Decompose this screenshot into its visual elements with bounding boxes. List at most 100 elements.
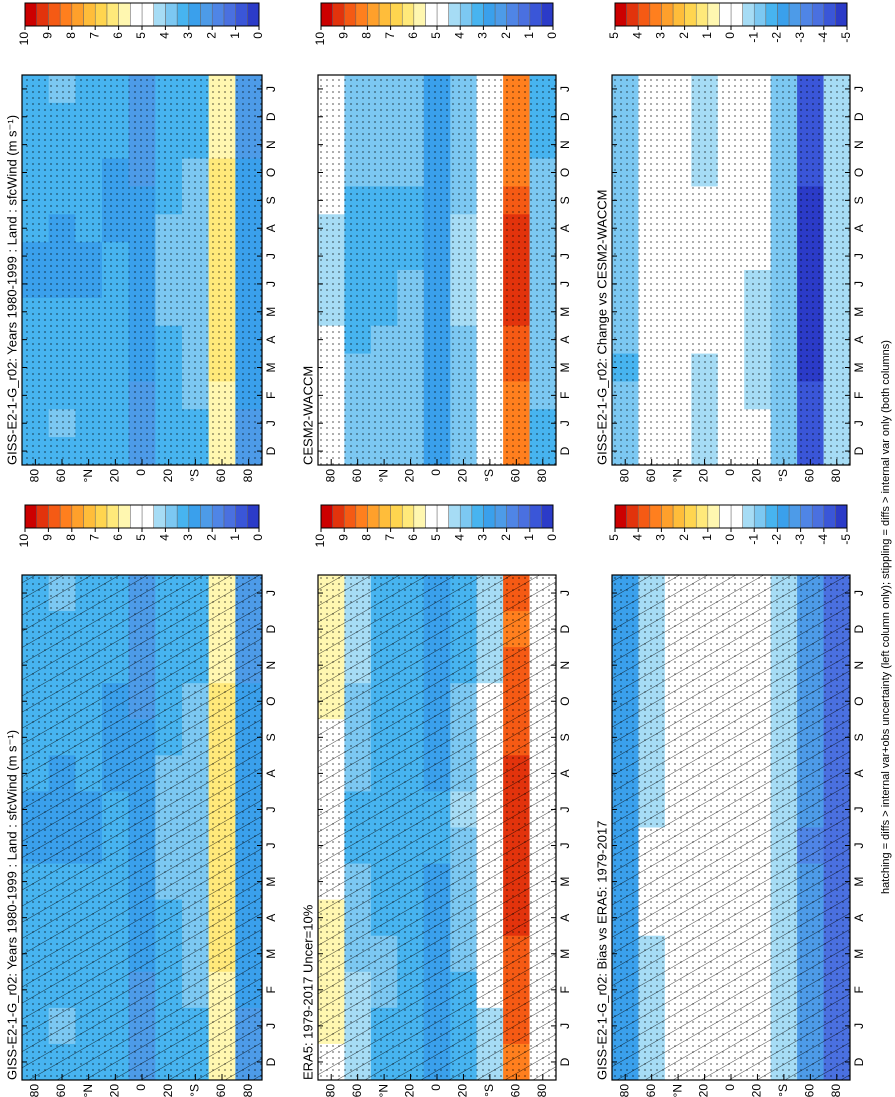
y-tick-label: 0 [134, 1084, 148, 1091]
colorbar-box [811, 504, 825, 529]
colorbar-label: 0 [545, 32, 559, 39]
colorbar-box [188, 2, 201, 27]
x-tick-label: J [558, 281, 572, 287]
colorbar-box [483, 2, 496, 27]
colorbar-box [425, 2, 438, 27]
colorbar-label: 4 [158, 32, 172, 39]
colorbar-label: 7 [87, 32, 101, 39]
y-tick-label: 80 [241, 469, 255, 483]
colorbar-box [637, 504, 651, 529]
x-tick-label: D [852, 624, 866, 633]
y-tick-label: °N [376, 1084, 390, 1097]
colorbar-label: 1 [700, 534, 714, 541]
y-tick-label: 80 [323, 1084, 337, 1097]
y-tick-label: 0 [723, 1084, 737, 1091]
y-tick-label: 20 [456, 469, 470, 483]
x-tick-label: A [558, 769, 572, 777]
x-tick-label: A [264, 224, 278, 232]
x-tick-label: F [852, 392, 866, 399]
colorbar-box [367, 504, 380, 529]
y-tick-label: 60 [54, 1084, 68, 1097]
x-tick-label: F [264, 392, 278, 399]
colorbar-box [413, 504, 426, 529]
colorbar-box [637, 2, 651, 27]
colorbar-box [390, 2, 403, 27]
x-tick-label: M [558, 877, 572, 887]
colorbar-box [211, 504, 225, 529]
x-tick-label: D [558, 1057, 572, 1066]
colorbar-box [823, 504, 836, 529]
colorbar-box [24, 504, 37, 529]
y-tick-label: 60 [509, 469, 523, 483]
colorbar-box [777, 504, 790, 529]
colorbar-box [471, 2, 484, 27]
colorbar-box [649, 2, 662, 27]
colorbar-box [788, 504, 801, 529]
x-tick-label: J [852, 590, 866, 596]
colorbar-box [719, 2, 732, 27]
x-tick-label: O [852, 697, 866, 706]
x-tick-label: M [558, 307, 572, 317]
x-tick-label: A [852, 914, 866, 922]
colorbar-box [332, 504, 345, 529]
colorbar-box [223, 2, 236, 27]
colorbar-label: 2 [677, 534, 691, 541]
colorbar-box [753, 504, 767, 529]
x-tick-label: M [852, 307, 866, 317]
y-tick-label: 60 [214, 1084, 228, 1097]
x-tick-label: J [264, 253, 278, 259]
colorbar-box [223, 504, 236, 529]
colorbar-box [176, 2, 190, 27]
x-tick-label: A [558, 914, 572, 922]
y-tick-label: 60 [803, 469, 817, 483]
colorbar-box [695, 504, 709, 529]
y-tick-label: 80 [829, 469, 843, 483]
x-tick-label: D [852, 446, 866, 455]
colorbar-box [48, 2, 61, 27]
colorbar-box [672, 504, 685, 529]
colorbar-label: 0 [723, 32, 737, 39]
x-tick-label: D [852, 1057, 866, 1066]
panel-title: CESM2-WACCM [300, 366, 315, 465]
y-tick-label: 20 [750, 1084, 764, 1097]
colorbar-box [48, 504, 61, 529]
y-tick-label: °N [81, 469, 95, 482]
x-tick-label: S [264, 196, 278, 204]
panel-title: GISS-E2-1-G_r02: Change vs CESM2-WACCM [594, 190, 609, 465]
colorbar-label: 3 [476, 534, 490, 541]
x-tick-label: J [558, 86, 572, 92]
rotated-canvas: hatching = diffs > internal var+obs unce… [4, 2, 892, 1097]
colorbar-box [320, 2, 333, 27]
y-tick-label: 80 [535, 1084, 549, 1097]
y-tick-label: °S [776, 469, 790, 482]
colorbar-box [83, 2, 96, 27]
x-tick-label: D [264, 112, 278, 121]
colorbar-label: 6 [111, 32, 125, 39]
y-tick-label: 60 [509, 1084, 523, 1097]
colorbar-box [707, 2, 720, 27]
colorbar-box [247, 2, 260, 27]
y-tick-label: °N [376, 469, 390, 482]
colorbar-box [626, 2, 639, 27]
colorbar-label: 8 [64, 32, 78, 39]
colorbar-label: 3 [181, 534, 195, 541]
hatching [22, 575, 262, 1080]
colorbar-label: 10 [17, 32, 31, 46]
colorbar-box [541, 504, 554, 529]
colorbar-label: 10 [313, 534, 327, 548]
colorbar-box [153, 504, 166, 529]
y-tick-label: °N [670, 1084, 684, 1097]
colorbar-box [459, 504, 473, 529]
colorbar-label: 8 [360, 534, 374, 541]
x-tick-label: J [264, 590, 278, 596]
y-tick-label: 60 [803, 1084, 817, 1097]
x-tick-label: F [264, 986, 278, 993]
colorbar-label: 1 [228, 32, 242, 39]
colorbar-box [153, 2, 166, 27]
colorbar-box [200, 504, 213, 529]
colorbar-box [343, 504, 357, 529]
colorbar-box [36, 504, 49, 529]
hatching [612, 575, 850, 1080]
x-tick-label: J [264, 806, 278, 812]
colorbar-label: 0 [723, 534, 737, 541]
